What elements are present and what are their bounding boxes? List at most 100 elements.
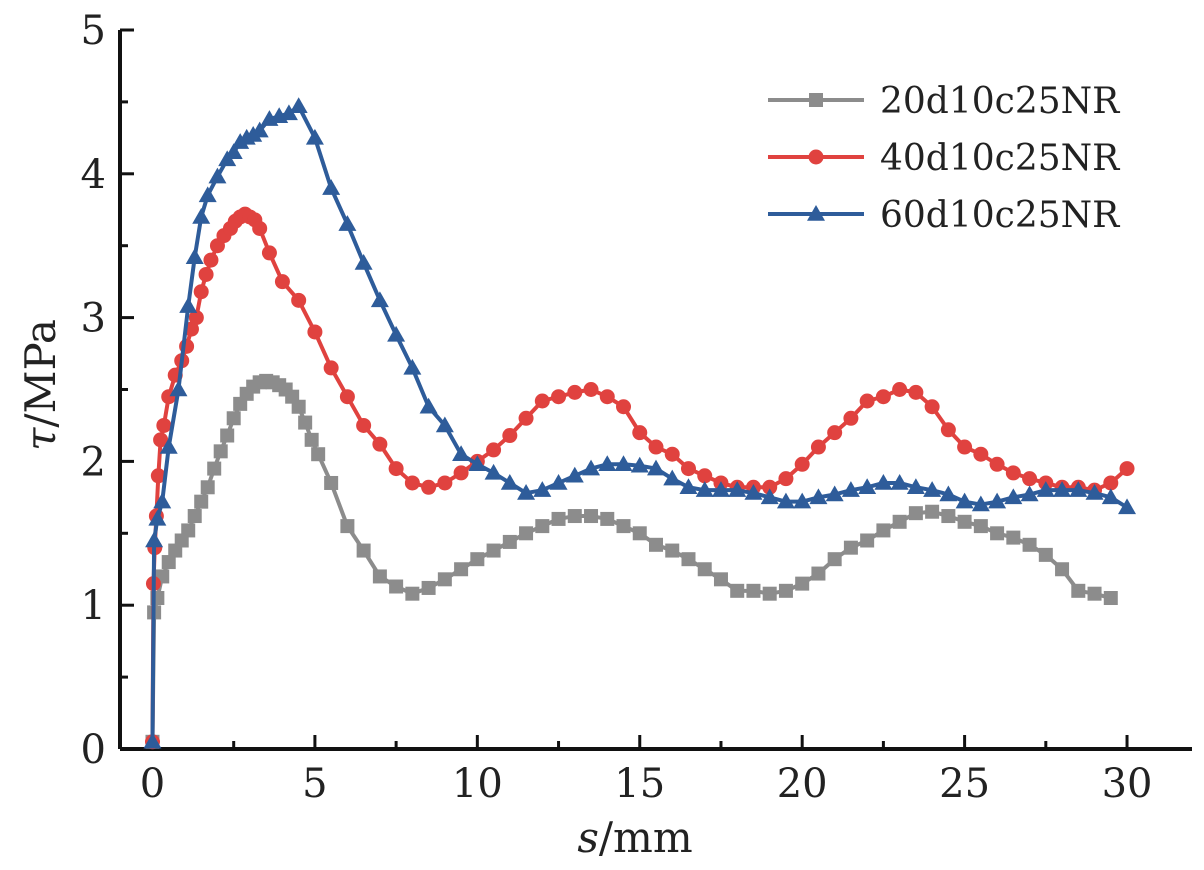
data-point	[372, 436, 388, 452]
data-point	[159, 438, 178, 454]
data-point	[519, 526, 534, 541]
data-point	[435, 416, 454, 433]
data-point	[484, 463, 503, 480]
data-point	[354, 253, 373, 270]
data-point	[1103, 475, 1119, 491]
data-point	[567, 509, 582, 524]
x-tick-label: 5	[302, 761, 327, 807]
data-point	[470, 552, 485, 567]
legend-label: 40d10c25NR	[880, 138, 1120, 179]
axes: 0 5 10 15 20 25 30 0 1 2 3 4 5	[81, 8, 1192, 807]
data-point	[250, 121, 269, 138]
data-point	[220, 428, 235, 443]
data-point	[198, 186, 217, 203]
data-point	[971, 495, 990, 512]
data-point	[192, 207, 211, 224]
data-point	[1103, 591, 1118, 606]
data-point	[955, 492, 974, 509]
data-point	[744, 484, 763, 500]
x-tick-label: 0	[140, 761, 165, 807]
data-point	[291, 292, 307, 308]
data-point	[169, 380, 188, 397]
legend-marker	[809, 93, 823, 107]
data-point	[1085, 484, 1104, 500]
data-point	[795, 576, 810, 591]
data-point	[187, 509, 202, 524]
data-point	[648, 439, 664, 455]
data-point	[908, 384, 924, 400]
data-point	[551, 511, 566, 526]
y-tick-label: 1	[81, 583, 106, 629]
data-point	[1022, 537, 1037, 552]
data-point	[892, 382, 908, 397]
data-point	[794, 456, 810, 472]
data-point	[289, 97, 308, 113]
data-point	[279, 104, 298, 121]
data-point	[421, 580, 436, 595]
data-point	[145, 531, 164, 548]
legend-label: 60d10c25NR	[880, 195, 1120, 236]
data-point	[486, 442, 502, 458]
x-tick-label: 20	[777, 761, 828, 807]
legend-item: 60d10c25NR	[768, 195, 1120, 236]
data-point	[185, 248, 204, 264]
data-point	[1119, 461, 1135, 477]
legend: 20d10c25NR 40d10c25NR 60d10c25NR	[768, 81, 1120, 236]
data-point	[599, 389, 615, 405]
data-point	[1069, 481, 1088, 497]
legend-marker	[808, 149, 824, 165]
data-point	[632, 425, 648, 441]
data-point	[338, 215, 357, 231]
data-point	[760, 488, 779, 505]
legend-item: 40d10c25NR	[768, 138, 1120, 179]
data-point	[534, 393, 550, 409]
data-point	[680, 461, 696, 477]
series-2	[144, 206, 1135, 750]
data-point	[153, 432, 169, 448]
data-point	[453, 465, 469, 481]
data-point	[875, 389, 891, 405]
data-point	[213, 444, 228, 459]
series-layer	[143, 97, 1137, 750]
data-point	[1071, 583, 1086, 598]
data-point	[437, 475, 453, 491]
data-point	[827, 552, 842, 567]
data-point	[150, 468, 166, 484]
data-point	[616, 399, 632, 415]
x-tick-label: 30	[1102, 761, 1153, 807]
data-point	[226, 411, 241, 426]
data-point	[148, 509, 167, 526]
data-point	[1006, 530, 1021, 545]
data-point	[372, 569, 387, 584]
data-point	[551, 389, 567, 405]
data-point	[224, 143, 243, 159]
data-point	[892, 514, 907, 529]
data-point	[598, 455, 617, 472]
y-tick-label: 4	[81, 152, 106, 198]
data-point	[389, 579, 404, 594]
data-point	[1053, 481, 1072, 497]
data-point	[518, 410, 534, 426]
series-1	[145, 373, 1118, 749]
data-point	[890, 473, 909, 490]
data-point	[1101, 488, 1120, 505]
data-point	[208, 167, 227, 184]
data-point	[356, 543, 371, 558]
data-point	[908, 506, 923, 521]
data-point	[695, 481, 714, 497]
data-point	[809, 488, 828, 505]
x-tick-label: 15	[614, 761, 665, 807]
data-point	[616, 519, 631, 534]
data-point	[843, 410, 859, 426]
data-point	[923, 481, 942, 497]
data-point	[713, 572, 728, 587]
data-point	[454, 562, 469, 577]
data-point	[778, 471, 794, 487]
data-point	[843, 540, 858, 555]
data-point	[565, 466, 584, 483]
data-point	[859, 393, 875, 409]
data-point	[825, 485, 844, 502]
data-point	[730, 583, 745, 598]
data-point	[681, 552, 696, 567]
data-point	[437, 572, 452, 587]
